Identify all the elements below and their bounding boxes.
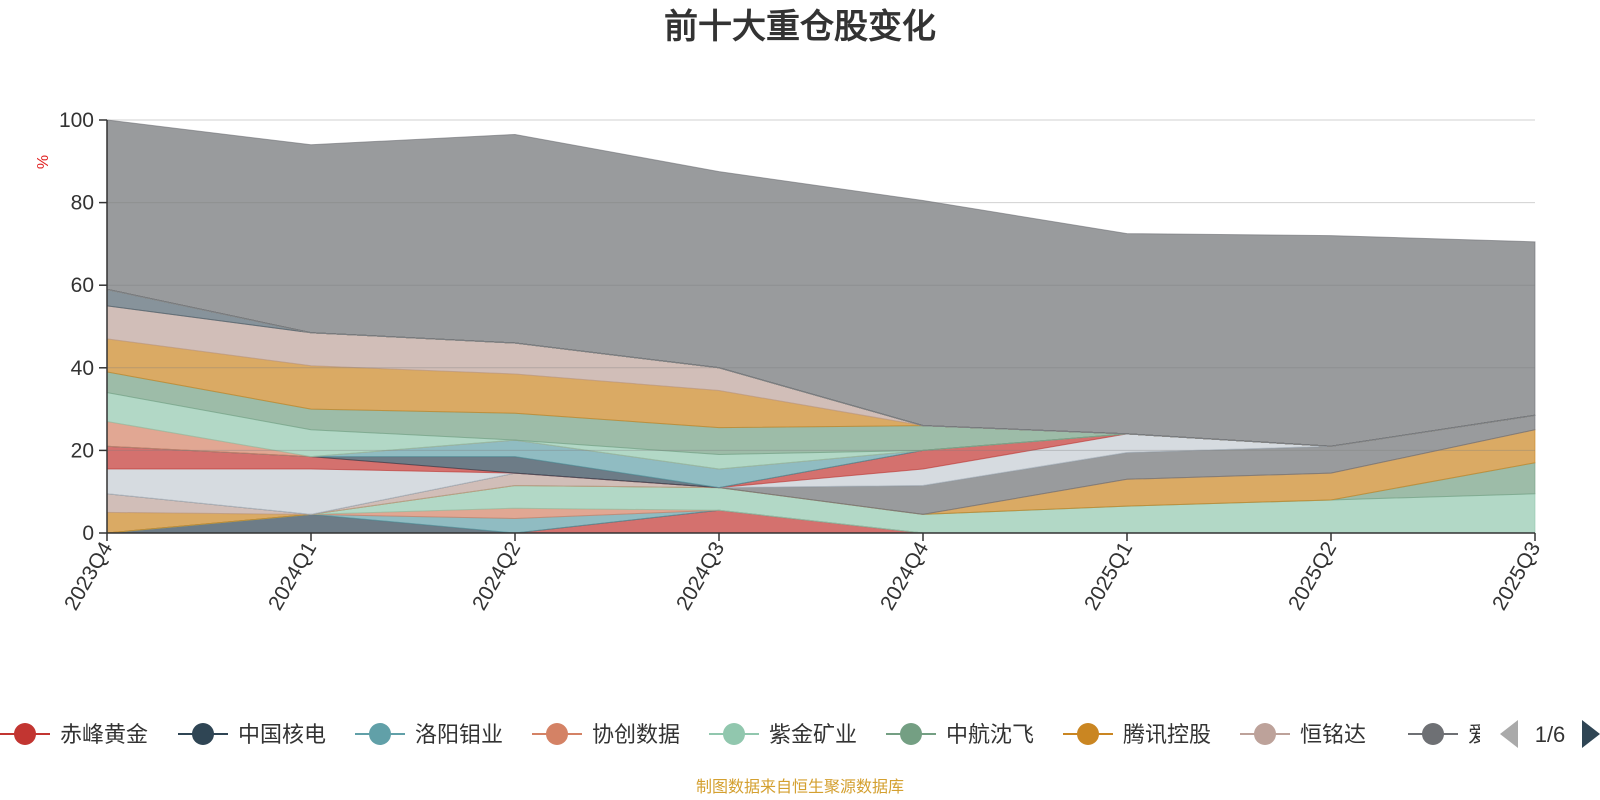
legend-item-5[interactable]: 中航沈飞 <box>886 722 1034 747</box>
legend: 赤峰黄金 中国核电 洛阳钼业 协创数据 紫金矿业 中航沈飞 腾讯控股 恒铭达 爱美客1/6 <box>0 720 1600 748</box>
legend-swatch-dot <box>900 723 922 745</box>
legend-label: 紫金矿业 <box>769 722 857 747</box>
legend-item-7[interactable]: 恒铭达 <box>1240 722 1366 747</box>
area-series-44 <box>106 119 1536 447</box>
legend-label: 协创数据 <box>592 722 680 747</box>
area-series-group <box>106 119 1536 534</box>
legend-item-2[interactable]: 洛阳钼业 <box>355 722 503 747</box>
legend-swatch-dot <box>192 723 214 745</box>
y-tick-label-0: 0 <box>82 522 94 545</box>
chart-title: 前十大重仓股变化 <box>664 8 936 46</box>
x-tick-label-0: 2023Q4 <box>60 538 117 614</box>
legend-item-3[interactable]: 协创数据 <box>532 722 680 747</box>
x-tick-label-5: 2025Q1 <box>1080 538 1137 614</box>
legend-item-4[interactable]: 紫金矿业 <box>709 722 857 747</box>
legend-prev-page-icon[interactable] <box>1500 720 1518 748</box>
y-tick-label-2: 40 <box>71 357 94 380</box>
legend-label: 赤峰黄金 <box>60 722 148 747</box>
legend-label: 中国核电 <box>238 722 326 747</box>
legend-swatch-dot <box>1422 723 1444 745</box>
y-tick-label-3: 60 <box>71 274 94 297</box>
legend-items: 赤峰黄金 中国核电 洛阳钼业 协创数据 紫金矿业 中航沈飞 腾讯控股 恒铭达 爱美客 <box>0 722 1534 747</box>
legend-label: 腾讯控股 <box>1123 722 1211 747</box>
legend-swatch-dot <box>14 723 36 745</box>
grid-lines <box>107 119 1535 451</box>
legend-swatch-dot <box>1254 723 1276 745</box>
source-note: 制图数据来自恒生聚源数据库 <box>696 778 904 796</box>
x-tick-label-2: 2024Q2 <box>468 538 525 614</box>
legend-swatch-dot <box>1077 723 1099 745</box>
legend-label: 中航沈飞 <box>946 722 1034 747</box>
legend-next-page-icon[interactable] <box>1582 720 1600 748</box>
y-axis-label: % <box>35 155 52 169</box>
legend-swatch-dot <box>546 723 568 745</box>
y-tick-label-5: 100 <box>59 109 94 132</box>
legend-item-8[interactable]: 爱美客 <box>1408 722 1534 747</box>
legend-label: 爱美客 <box>1468 722 1534 747</box>
y-tick-label-1: 20 <box>71 439 94 462</box>
legend-swatch-dot <box>723 723 745 745</box>
legend-swatch-dot <box>369 723 391 745</box>
legend-page-indicator: 1/6 <box>1535 722 1566 747</box>
x-tick-label-4: 2024Q4 <box>876 538 933 614</box>
legend-label: 洛阳钼业 <box>415 722 503 747</box>
x-tick-label-7: 2025Q3 <box>1488 538 1545 614</box>
x-tick-label-3: 2024Q3 <box>672 538 729 614</box>
x-tick-label-1: 2024Q1 <box>264 538 321 614</box>
legend-label: 恒铭达 <box>1300 722 1366 747</box>
legend-item-0[interactable]: 赤峰黄金 <box>0 722 148 747</box>
legend-item-1[interactable]: 中国核电 <box>178 722 326 747</box>
legend-item-6[interactable]: 腾讯控股 <box>1063 722 1211 747</box>
x-tick-label-6: 2025Q2 <box>1284 538 1341 614</box>
y-tick-label-4: 80 <box>71 192 94 215</box>
